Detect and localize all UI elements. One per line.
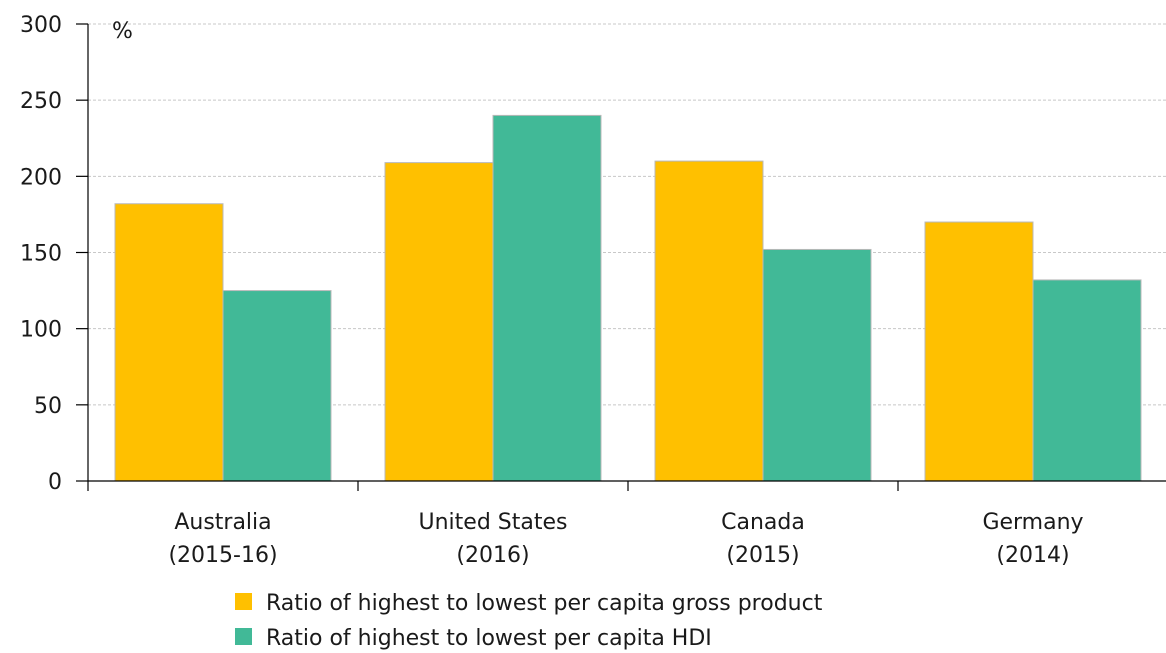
bar-gross-product-2	[654, 160, 764, 482]
bar-hdi-1	[492, 114, 602, 482]
y-tick-label: 250	[20, 89, 62, 114]
bar-gross-product-3	[924, 221, 1034, 482]
axes: %	[76, 19, 1166, 491]
y-tick-label: 100	[20, 318, 62, 343]
legend-swatch	[235, 628, 252, 645]
x-category-label: (2014)	[996, 543, 1069, 568]
y-tick-label: 300	[20, 13, 62, 38]
x-category-label: Australia	[174, 510, 271, 535]
y-tick-label: 0	[48, 470, 62, 495]
y-tick-label: 50	[34, 394, 62, 419]
legend-label: Ratio of highest to lowest per capita gr…	[266, 591, 823, 616]
y-tick-label: 150	[20, 242, 62, 267]
bar-hdi-0	[222, 290, 332, 482]
y-axis-unit-label: %	[112, 19, 133, 44]
x-category-labels: Australia (2015-16) United States (2016) Can…	[168, 510, 1083, 568]
x-category-label: Canada	[721, 510, 805, 535]
legend: Ratio of highest to lowest per capita gr…	[235, 591, 823, 651]
bar-gross-product-0	[114, 203, 224, 482]
bar-gross-product-1	[384, 162, 494, 482]
bar-hdi-2	[762, 248, 872, 482]
x-category-label: (2015)	[726, 543, 799, 568]
y-tick-label: 200	[20, 165, 62, 190]
legend-swatch	[235, 593, 252, 610]
x-category-label: Germany	[982, 510, 1083, 535]
x-category-label: United States	[419, 510, 568, 535]
legend-label: Ratio of highest to lowest per capita HD…	[266, 626, 712, 651]
x-category-label: (2015-16)	[168, 543, 277, 568]
x-category-label: (2016)	[456, 543, 529, 568]
y-tick-labels: 0 50 100 150 200 250 300	[20, 13, 62, 495]
bars	[114, 114, 1142, 482]
bar-hdi-3	[1032, 279, 1142, 482]
